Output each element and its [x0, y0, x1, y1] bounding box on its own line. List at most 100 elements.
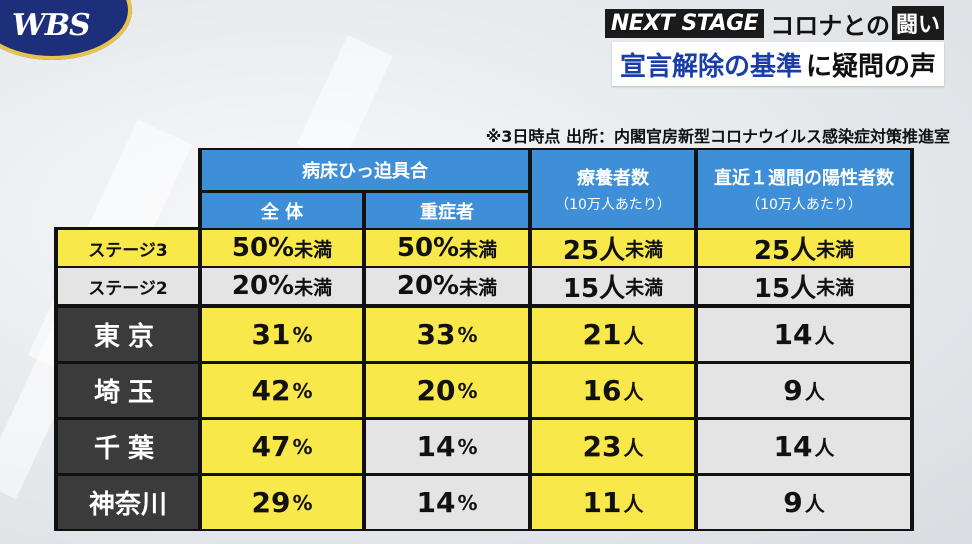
- prefecture-value: 42%: [202, 364, 362, 417]
- header-recuperating: 療養者数 （10万人あたり）: [532, 150, 694, 228]
- stage-value-unit: 未満: [816, 238, 855, 261]
- prefecture-value-number: 16: [582, 374, 622, 407]
- headline-main-blue: 宣言解除の基準: [619, 51, 802, 82]
- stage-value: 15人 未満: [532, 268, 694, 304]
- header-weekly-positive: 直近１週間の陽性者数 （10万人あたり）: [698, 150, 910, 228]
- prefecture-label: 東京: [58, 308, 198, 361]
- tatakai-label: 闘い: [891, 6, 944, 40]
- background-texture: [296, 35, 394, 165]
- prefecture-value: 47%: [202, 420, 362, 473]
- prefecture-value: 33%: [366, 308, 528, 361]
- corona-label: コロナとの: [770, 11, 890, 40]
- prefecture-label: 埼玉: [58, 364, 198, 417]
- header-weekly-sub: （10万人あたり）: [746, 197, 862, 213]
- header-recuperating-label: 療養者数: [577, 168, 649, 189]
- prefecture-value-number: 14: [416, 430, 456, 463]
- headline-main-black: に疑問の声: [805, 51, 936, 82]
- stage-label: ステージ2: [58, 268, 198, 304]
- next-stage-label: NEXT STAGE: [604, 8, 765, 38]
- prefecture-value: 16 人: [532, 364, 694, 417]
- stage-value-number: 20%: [231, 271, 295, 301]
- stage-label-text: ステージ3: [88, 240, 168, 261]
- stage-value: 50% 未満: [202, 230, 362, 266]
- prefecture-value: 14 人: [698, 420, 910, 473]
- stage-value-number: 25人: [753, 235, 817, 266]
- logo-text: WBS: [12, 8, 91, 43]
- prefecture-value-unit: 人: [804, 380, 825, 404]
- header-recuperating-sub: （10万人あたり）: [555, 197, 671, 213]
- prefecture-value: 23 人: [532, 420, 694, 473]
- prefecture-value-number: 9: [783, 486, 803, 519]
- header-bed-text: 病床ひっ迫具合: [302, 161, 428, 182]
- stage-value-number: 20%: [396, 271, 460, 301]
- headline-top: NEXT STAGE コロナとの 闘い: [604, 6, 944, 40]
- header-bed-all-text: 全 体: [260, 201, 304, 223]
- prefecture-value: 29%: [202, 476, 362, 529]
- prefecture-value-number: 9: [783, 374, 803, 407]
- stage-value-unit: 未満: [816, 276, 855, 299]
- prefecture-value-unit: 人: [623, 436, 644, 460]
- stage-value: 50% 未満: [366, 230, 528, 266]
- header-bed-severe-text: 重症者: [420, 201, 474, 223]
- prefecture-value-unit: %: [292, 378, 313, 403]
- stage-value: 25人 未満: [532, 230, 694, 266]
- prefecture-value: 14%: [366, 420, 528, 473]
- prefecture-value-unit: 人: [804, 492, 825, 516]
- prefecture-value-number: 47: [251, 430, 291, 463]
- prefecture-value: 14%: [366, 476, 528, 529]
- stage-value: 25人 未満: [698, 230, 910, 266]
- prefecture-value: 31%: [202, 308, 362, 361]
- stage-value-number: 50%: [396, 233, 460, 263]
- prefecture-value-unit: 人: [623, 380, 644, 404]
- stage-value-unit: 未満: [625, 276, 664, 299]
- header-weekly-label: 直近１週間の陽性者数: [714, 168, 894, 189]
- prefecture-label: 神奈川: [58, 476, 198, 529]
- stage-value-unit: 未満: [294, 276, 333, 299]
- prefecture-value-number: 42: [251, 374, 291, 407]
- prefecture-label-text: 神奈川: [88, 490, 167, 520]
- prefecture-value-number: 20: [416, 374, 456, 407]
- prefecture-value-number: 14: [416, 486, 456, 519]
- prefecture-value-unit: %: [292, 322, 313, 347]
- stage-value: 20% 未満: [366, 268, 528, 304]
- stage-value-number: 25人: [562, 235, 626, 266]
- prefecture-value-number: 33: [416, 318, 456, 351]
- stage-value-number: 15人: [562, 273, 626, 304]
- prefecture-value-number: 23: [582, 430, 622, 463]
- prefecture-value-unit: %: [457, 434, 478, 459]
- prefecture-value-unit: %: [457, 490, 478, 515]
- stage-value-unit: 未満: [625, 238, 664, 261]
- prefecture-label-text: 東京: [93, 322, 162, 352]
- header-bed: 病床ひっ迫具合: [202, 150, 528, 190]
- prefecture-value-unit: %: [292, 490, 313, 515]
- prefecture-value: 21 人: [532, 308, 694, 361]
- stage-value-number: 50%: [231, 233, 295, 263]
- headline-main: 宣言解除の基準 に疑問の声: [611, 42, 944, 86]
- prefecture-value-unit: 人: [623, 492, 644, 516]
- stage-value-number: 15人: [753, 273, 817, 304]
- prefecture-label: 千葉: [58, 420, 198, 473]
- prefecture-value-unit: 人: [814, 324, 835, 348]
- prefecture-label-text: 千葉: [93, 434, 162, 464]
- source-note: ※3日時点 出所：内閣官房新型コロナウイルス感染症対策推進室: [485, 127, 950, 146]
- prefecture-value-number: 14: [773, 430, 813, 463]
- prefecture-value: 11 人: [532, 476, 694, 529]
- prefecture-value-unit: 人: [814, 436, 835, 460]
- prefecture-value-number: 31: [251, 318, 291, 351]
- stage-label: ステージ3: [58, 230, 198, 266]
- stage-value: 20% 未満: [202, 268, 362, 304]
- stage-value: 15人 未満: [698, 268, 910, 304]
- prefecture-value-number: 29: [251, 486, 291, 519]
- prefecture-value: 20%: [366, 364, 528, 417]
- prefecture-value-number: 11: [582, 486, 622, 519]
- header-bed-all: 全 体: [202, 193, 362, 228]
- prefecture-value-unit: %: [292, 434, 313, 459]
- prefecture-value-number: 14: [773, 318, 813, 351]
- stage-value-unit: 未満: [459, 276, 498, 299]
- prefecture-value-unit: %: [457, 378, 478, 403]
- prefecture-value: 14 人: [698, 308, 910, 361]
- stage-label-text: ステージ2: [88, 278, 168, 299]
- prefecture-value-unit: 人: [623, 324, 644, 348]
